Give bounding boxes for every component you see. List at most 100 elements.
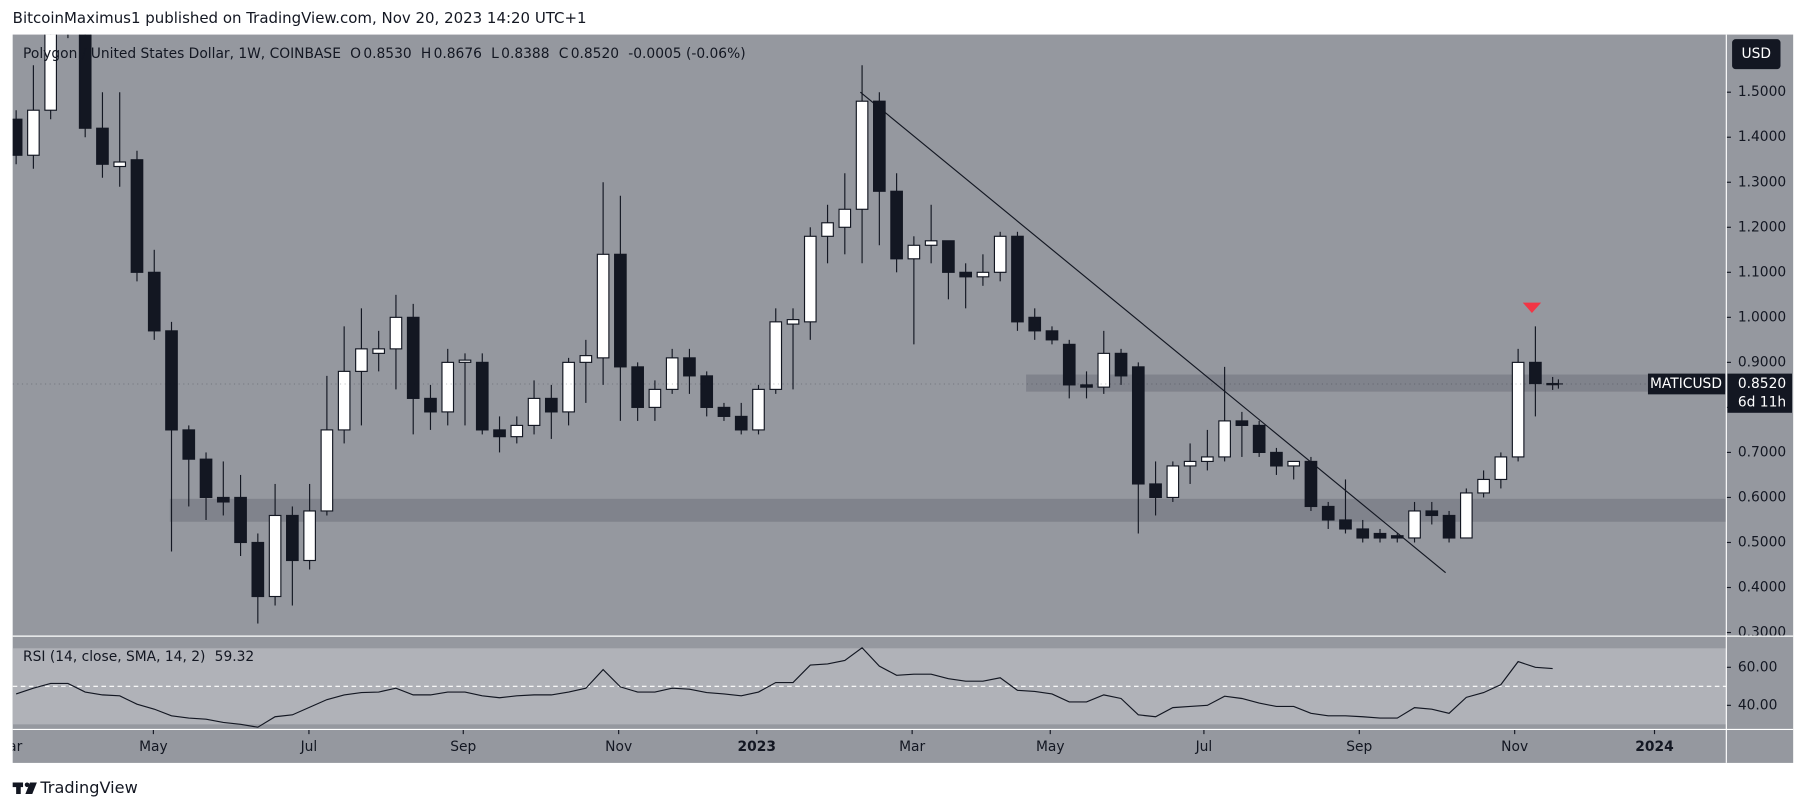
symbol-title: Polygon / United States Dollar, 1W, COIN… [23,46,341,62]
y-tick-label: 0.9000 [1738,354,1786,370]
ohlc-value: 0.8388 [501,46,549,62]
candle-body [113,161,127,168]
change-value: -0.0005 (-0.06%) [628,46,745,62]
candle-body [700,375,714,408]
x-tick-label: Mar [0,739,23,755]
candle-body [1080,384,1093,388]
candle-body [769,321,783,390]
candle-body [1321,505,1335,521]
currency-button[interactable] [1732,39,1781,70]
candle-body [1114,352,1128,377]
candle-body [665,357,679,390]
x-tick-label: Nov [1501,739,1528,755]
y-tick-label: 1.3000 [1738,174,1786,190]
candle-body [1304,460,1318,508]
candle-body [527,397,541,426]
candle-body [1408,510,1421,539]
candle-body [1028,316,1042,332]
candle-body [234,496,247,544]
candle-body [27,109,40,156]
candle-body [147,271,161,332]
x-tick-label: Nov [605,739,632,755]
candle-body [320,429,334,512]
symbol-tag-label: MATICUSD [1650,376,1722,392]
candle-body [1270,451,1283,467]
x-tick-label: May [1036,739,1065,755]
candle-body [838,208,852,228]
candle-body [924,240,938,246]
countdown-label: 6d 11h [1738,394,1786,410]
y-tick-label: 0.6000 [1738,489,1786,505]
y-tick-label: 0.7000 [1738,444,1786,460]
candle-body [1149,483,1162,499]
ohlc-value: 0.8520 [571,46,619,62]
candle-body [752,388,765,431]
candle-body [1252,424,1266,454]
candle-body [562,361,575,413]
time-axis: Mar May Jul Sep Nov 2023 Mar May Jul Sep Nov 2024 [0,729,1674,755]
symbol-legend: Polygon / United States Dollar, 1W, COIN… [23,46,746,62]
candle-body [1425,510,1439,517]
rsi-tick-label: 60.00 [1738,659,1778,675]
candle-body [1287,460,1301,467]
candle-body [96,127,109,165]
candle-body [1529,361,1542,385]
candle-body [1183,460,1197,467]
candle-body [579,355,593,363]
candle-body [12,118,23,156]
currency-label[interactable]: USD [1742,46,1772,62]
x-tick-label: Mar [899,739,925,755]
chart-background [12,34,1794,763]
candle-body [1356,528,1370,539]
candle-body [475,361,489,431]
candle-body [1494,456,1508,481]
candle-body [458,359,472,363]
y-tick-label: 0.4000 [1738,580,1786,596]
candle-body [631,366,644,408]
candle-body [1511,361,1525,458]
price-pane [12,34,1727,624]
candle-body [355,348,368,372]
x-tick-label: Sep [1346,739,1372,755]
candle-body [406,316,420,399]
overlay: MATICUSD 0.8520 6d 11h [1553,373,1793,413]
candle-body [372,348,386,354]
x-tick-label: Jul [300,739,318,755]
rsi-legend: RSI (14, close, SMA, 14, 2) 59.32 [23,649,254,665]
candle-body [389,316,403,350]
price-tag-label: 0.8520 [1738,376,1786,392]
candle-body [993,235,1007,273]
candle-body [337,370,351,431]
candle-body [1373,532,1387,539]
candle-body [1477,478,1490,494]
candle-body [251,541,265,598]
candle-body [268,514,282,598]
candle-body [873,100,886,192]
y-tick-label: 1.1000 [1738,264,1786,280]
candle-body [855,100,869,210]
candle-body [1390,535,1404,539]
symbol-tag [1647,373,1726,395]
y-tick-label: 0.3000 [1738,625,1786,641]
candle-body [821,222,834,237]
ohlc-value: 0.8530 [363,46,411,62]
y-tick-label: 1.5000 [1738,84,1786,100]
x-tick-label: Jul [1195,739,1213,755]
ohlc-label: C [559,46,569,62]
trendline [859,91,1446,574]
candle-body [1166,465,1180,499]
candle-body [1235,420,1249,426]
candle-body [959,271,973,278]
x-tick-label: Sep [450,739,476,755]
candle-body [286,514,299,562]
candle-body [942,240,955,273]
candle-body [976,271,990,278]
resistance-marker [1522,302,1542,313]
rsi-title: RSI (14, close, SMA, 14, 2) [23,649,205,665]
ohlc-label: O [350,46,361,62]
brand-logo [12,782,37,795]
candle-body [1218,420,1231,458]
price-tag [1727,373,1793,413]
